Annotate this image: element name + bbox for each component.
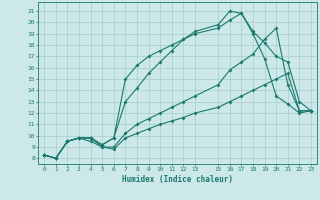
X-axis label: Humidex (Indice chaleur): Humidex (Indice chaleur) [122, 175, 233, 184]
